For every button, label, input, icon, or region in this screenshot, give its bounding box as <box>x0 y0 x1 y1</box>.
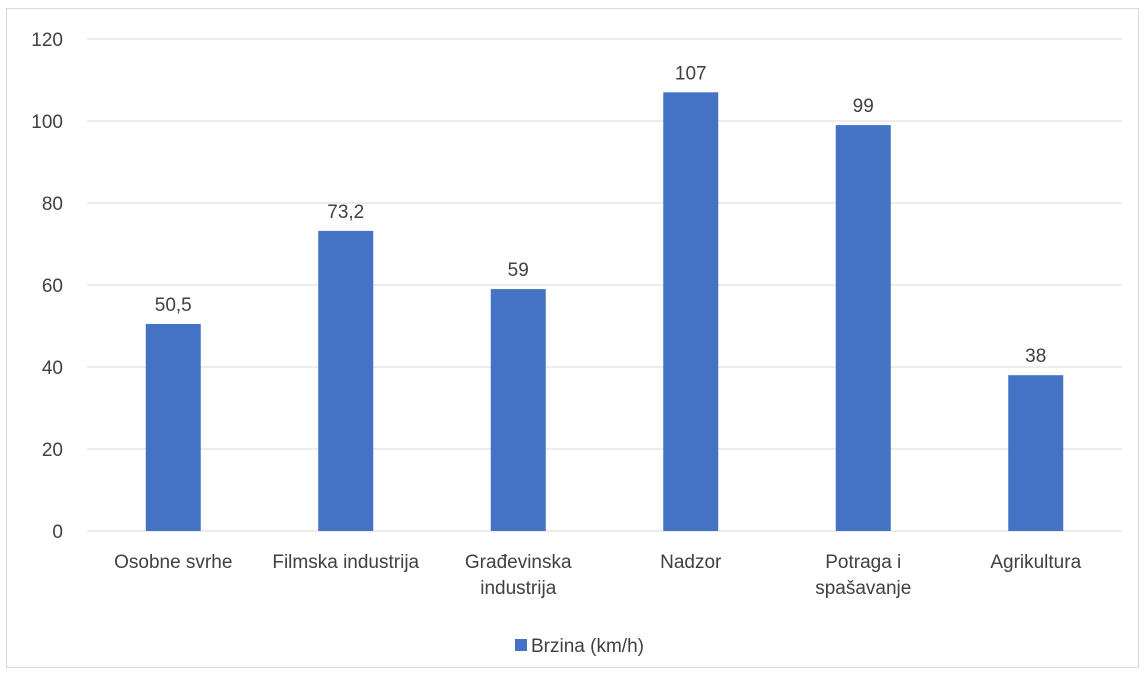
y-tick-label: 20 <box>42 440 63 461</box>
data-label: 107 <box>675 63 707 84</box>
legend: Brzina (km/h) <box>515 636 644 657</box>
bar <box>145 323 201 531</box>
x-axis-ticks: Osobne svrhe Filmska industrija Građevinsk… <box>114 552 1081 599</box>
data-labels: 50,5 73,2 59 107 99 38 <box>155 63 1047 367</box>
legend-label: Brzina (km/h) <box>531 636 644 657</box>
y-tick-label: 100 <box>31 112 63 133</box>
y-tick-label: 120 <box>31 30 63 51</box>
y-tick-label: 0 <box>52 522 63 543</box>
bar <box>1008 375 1064 531</box>
y-tick-label: 60 <box>42 276 63 297</box>
x-tick-label: industrija <box>480 578 556 599</box>
bars <box>145 92 1064 532</box>
bar <box>318 230 374 531</box>
gridlines <box>87 38 1122 532</box>
x-tick-label: Građevinska <box>465 552 572 573</box>
x-tick-label: Osobne svrhe <box>114 552 232 573</box>
data-label: 99 <box>853 96 874 117</box>
legend-swatch <box>515 639 527 651</box>
x-tick-label: Nadzor <box>660 552 722 573</box>
x-tick-label: Filmska industrija <box>272 552 419 573</box>
bar <box>490 289 546 531</box>
x-tick-label: spašavanje <box>815 578 911 599</box>
data-label: 73,2 <box>327 202 364 223</box>
y-axis-ticks: 0 20 40 60 80 100 120 <box>31 30 63 543</box>
y-tick-label: 40 <box>42 358 63 379</box>
data-label: 59 <box>508 260 529 281</box>
bar <box>835 125 891 531</box>
data-label: 50,5 <box>155 295 192 316</box>
x-tick-label: Agrikultura <box>990 552 1081 573</box>
x-tick-label: Potraga i <box>825 552 901 573</box>
bar <box>663 92 719 532</box>
data-label: 38 <box>1025 346 1046 367</box>
y-tick-label: 80 <box>42 194 63 215</box>
